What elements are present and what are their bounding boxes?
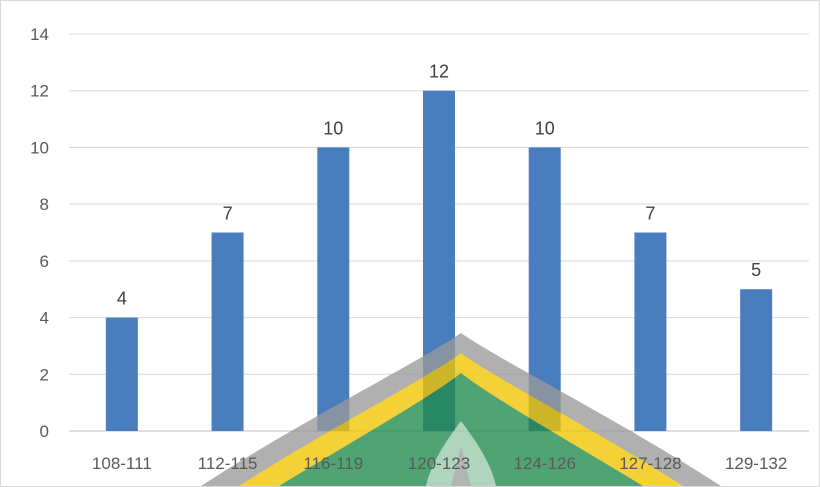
bar <box>634 232 667 431</box>
bar <box>105 317 138 431</box>
emblem-icon <box>201 333 721 486</box>
x-tick-label: 116-119 <box>303 454 363 473</box>
x-tick-label: 124-126 <box>514 454 576 473</box>
x-axis-ticks: 108-111 112-115 116-119 120-123 124-126 127-1… <box>92 454 787 473</box>
bar <box>740 289 773 431</box>
y-tick-label: 0 <box>40 422 49 441</box>
x-tick-label: 120-123 <box>408 454 470 473</box>
data-label: 7 <box>223 204 233 224</box>
y-tick-label: 10 <box>30 138 49 157</box>
y-tick-label: 12 <box>30 82 49 101</box>
y-axis-ticks: 0 2 4 6 8 10 12 14 <box>30 25 49 441</box>
y-tick-label: 2 <box>40 365 49 384</box>
x-tick-label: 127-128 <box>619 454 681 473</box>
y-tick-label: 14 <box>30 25 49 44</box>
x-tick-label: 129-132 <box>725 454 787 473</box>
x-tick-label: 112-115 <box>198 454 258 473</box>
data-label: 12 <box>429 62 449 82</box>
data-label: 4 <box>117 289 127 309</box>
y-tick-label: 8 <box>40 195 49 214</box>
data-label: 5 <box>751 260 761 280</box>
data-label: 10 <box>323 118 343 138</box>
y-tick-label: 4 <box>40 309 49 328</box>
bar <box>211 232 244 431</box>
y-tick-label: 6 <box>40 252 49 271</box>
data-label: 10 <box>535 118 555 138</box>
data-label: 7 <box>645 204 655 224</box>
bar <box>317 147 350 431</box>
emblem-watermark <box>201 333 721 486</box>
data-labels: 4 7 10 12 10 7 5 <box>117 62 761 309</box>
x-tick-label: 108-111 <box>92 454 152 473</box>
